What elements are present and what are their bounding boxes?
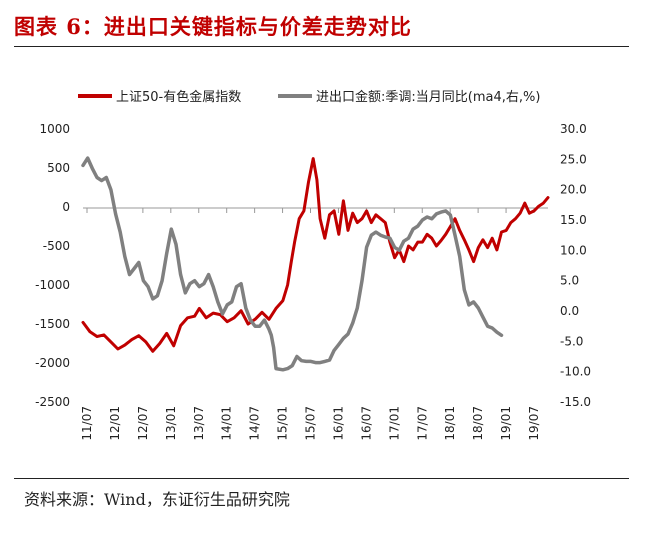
y-right-tick-label: 5.0: [560, 274, 579, 288]
y-left-tick-label: 500: [47, 161, 70, 175]
legend-label: 进出口金额:季调:当月同比(ma4,右,%): [316, 89, 540, 105]
y-left-tick-label: 0: [62, 200, 70, 214]
chart-axes: 1000 500 0 -500 -1000 -1500 -2000 -2500 30.0 25.0…: [35, 122, 591, 441]
y-right-tick-label: 20.0: [560, 183, 587, 197]
x-tick-label: 19/07: [527, 406, 541, 441]
dual-axis-line-chart: 上证50-有色金属指数 进出口金额:季调:当月同比(ma4,右,%) 1000 50…: [35, 89, 591, 441]
x-tick-label: 16/07: [359, 406, 373, 441]
x-tick-label: 17/01: [387, 406, 401, 441]
x-tick-label: 16/01: [331, 406, 345, 441]
y-right-tick-label: 30.0: [560, 122, 587, 136]
y-right-tick-label: -10.0: [560, 365, 591, 379]
x-tick-label: 13/01: [164, 406, 178, 441]
y-right-tick-label: 25.0: [560, 152, 587, 166]
series-line-trade-yoy: [81, 156, 504, 372]
chart-title: 图表 6：进出口关键指标与价差走势对比: [14, 14, 412, 39]
y-right-tick-label: 10.0: [560, 243, 587, 257]
x-tick-label: 18/07: [471, 406, 485, 441]
series-line-index-spread: [81, 157, 550, 353]
legend-label: 上证50-有色金属指数: [116, 89, 241, 105]
y-right-tick-label: -5.0: [560, 334, 583, 348]
x-tick-label: 15/07: [304, 406, 318, 441]
x-tick-label: 18/01: [443, 406, 457, 441]
y-left-tick-label: -1000: [35, 278, 70, 292]
x-tick-label: 17/07: [415, 406, 429, 441]
legend: 上证50-有色金属指数 进出口金额:季调:当月同比(ma4,右,%): [78, 89, 540, 105]
y-left-tick-label: -2500: [35, 395, 70, 409]
x-tick-label: 12/01: [108, 406, 122, 441]
y-right-tick-label: -15.0: [560, 395, 591, 409]
title-divider: [14, 46, 629, 47]
x-tick-label: 14/01: [220, 406, 234, 441]
plot-area: [81, 156, 550, 372]
x-tick-label: 14/07: [248, 406, 262, 441]
y-right-tick-label: 0.0: [560, 304, 579, 318]
x-tick-label: 13/07: [192, 406, 206, 441]
y-left-tick-label: 1000: [39, 122, 70, 136]
x-tick-label: 11/07: [80, 406, 94, 441]
x-tick-label: 19/01: [499, 406, 513, 441]
y-left-tick-label: -2000: [35, 356, 70, 370]
y-right-tick-label: 15.0: [560, 213, 587, 227]
source-note: 资料来源：Wind，东证衍生品研究院: [24, 490, 290, 509]
y-left-tick-label: -500: [43, 239, 70, 253]
x-tick-label: 12/07: [136, 406, 150, 441]
y-left-tick-label: -1500: [35, 317, 70, 331]
source-divider: [14, 478, 629, 479]
x-tick-label: 15/01: [276, 406, 290, 441]
